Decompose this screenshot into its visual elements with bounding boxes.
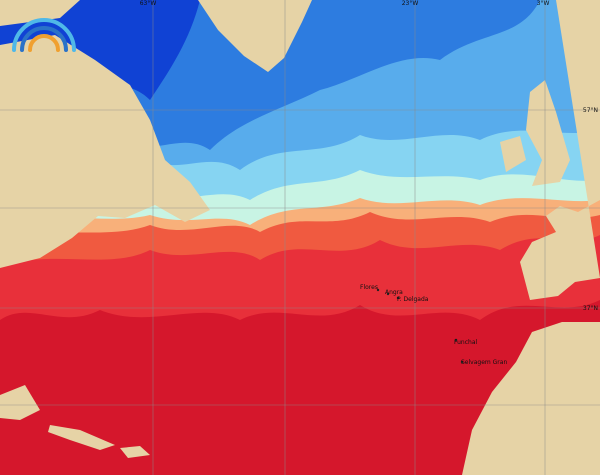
longitude-label: 3°W — [537, 0, 550, 7]
europe — [520, 0, 600, 300]
latitude-label: 37°N — [583, 305, 598, 312]
place-label: Funchal — [454, 339, 478, 346]
place-dot — [386, 292, 390, 296]
baffin-island — [0, 0, 80, 26]
place-label: Angra — [385, 289, 403, 296]
hispaniola — [120, 446, 150, 458]
longitude-label: 63°W — [140, 0, 157, 7]
place-label: Flores — [360, 284, 378, 291]
place-label: Selvagem Gran — [461, 359, 507, 366]
place-dot — [454, 338, 458, 342]
logo-arc — [12, 18, 76, 52]
ireland — [500, 136, 526, 172]
place-dot — [460, 360, 464, 364]
place-dot — [396, 296, 400, 300]
longitude-label: 23°W — [402, 0, 419, 7]
logo-arc — [20, 26, 68, 52]
ocean-deep-blue — [0, 0, 200, 100]
greenland — [198, 0, 312, 72]
place-dot — [376, 288, 380, 292]
north-america — [0, 35, 210, 268]
africa — [462, 322, 600, 475]
great-britain — [526, 80, 570, 186]
logo — [12, 18, 76, 52]
place-label: P. Delgada — [397, 296, 429, 303]
cuba — [48, 425, 115, 450]
logo-arc — [28, 34, 60, 52]
latitude-label: 57°N — [583, 107, 598, 114]
florida — [0, 385, 40, 420]
